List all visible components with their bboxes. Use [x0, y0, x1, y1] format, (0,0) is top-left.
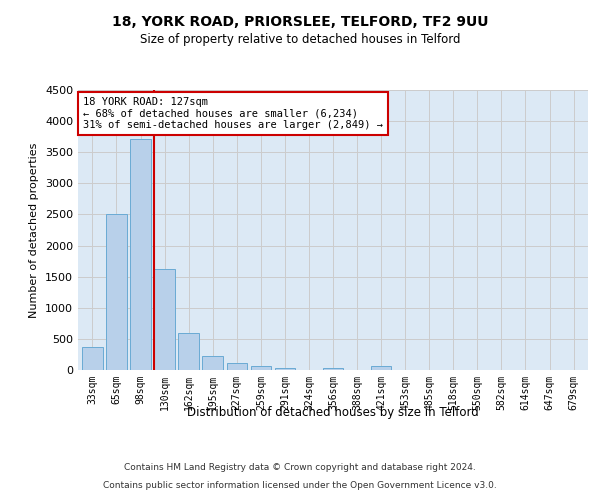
- Text: 18 YORK ROAD: 127sqm
← 68% of detached houses are smaller (6,234)
31% of semi-de: 18 YORK ROAD: 127sqm ← 68% of detached h…: [83, 97, 383, 130]
- Bar: [371, 366, 391, 370]
- Bar: [227, 363, 247, 370]
- Text: Distribution of detached houses by size in Telford: Distribution of detached houses by size …: [187, 406, 479, 419]
- Y-axis label: Number of detached properties: Number of detached properties: [29, 142, 40, 318]
- Text: Contains public sector information licensed under the Open Government Licence v3: Contains public sector information licen…: [103, 480, 497, 490]
- Bar: [251, 366, 271, 370]
- Bar: [154, 268, 175, 370]
- Bar: [82, 347, 103, 370]
- Bar: [275, 368, 295, 370]
- Bar: [323, 368, 343, 370]
- Text: Size of property relative to detached houses in Telford: Size of property relative to detached ho…: [140, 32, 460, 46]
- Text: 18, YORK ROAD, PRIORSLEE, TELFORD, TF2 9UU: 18, YORK ROAD, PRIORSLEE, TELFORD, TF2 9…: [112, 16, 488, 30]
- Bar: [130, 138, 151, 370]
- Text: Contains HM Land Registry data © Crown copyright and database right 2024.: Contains HM Land Registry data © Crown c…: [124, 463, 476, 472]
- Bar: [178, 334, 199, 370]
- Bar: [106, 214, 127, 370]
- Bar: [202, 356, 223, 370]
